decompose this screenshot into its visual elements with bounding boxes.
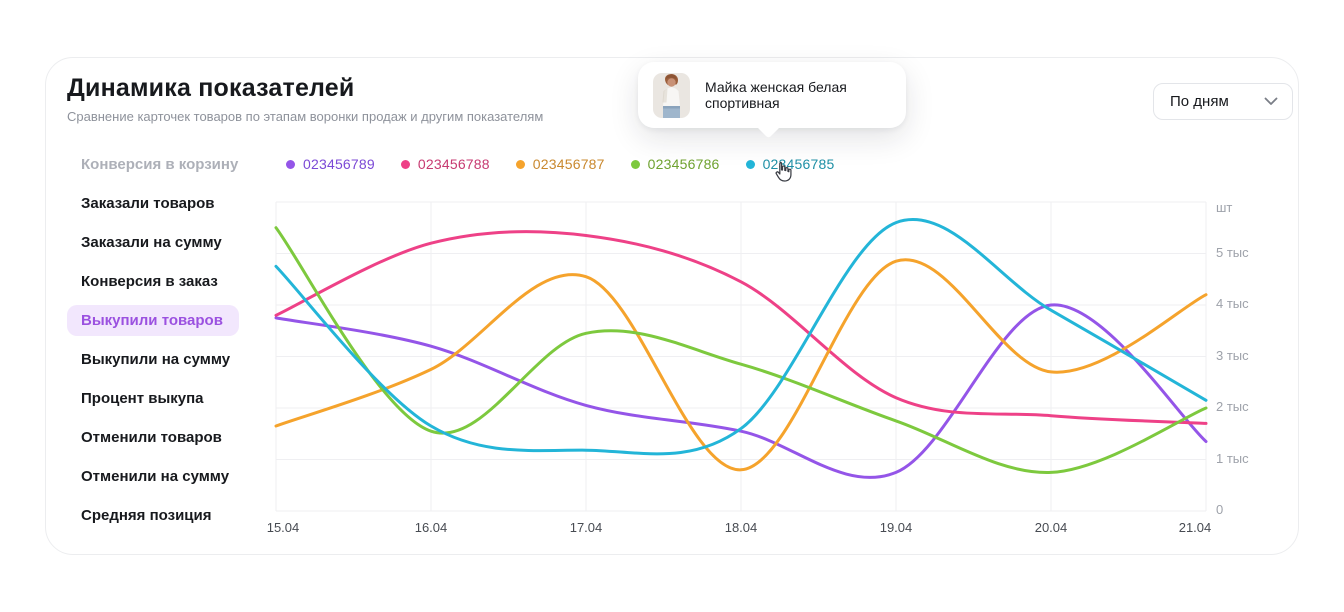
page-subtitle: Сравнение карточек товаров по этапам вор… xyxy=(67,109,544,124)
sidebar-item-buyout-percent[interactable]: Процент выкупа xyxy=(81,390,204,407)
series-dot-icon xyxy=(515,159,525,169)
chart-legend: 023456789 023456788 023456787 023456786 … xyxy=(286,149,834,179)
series-line-023456788 xyxy=(274,230,1208,425)
page-title: Динамика показателей xyxy=(67,74,355,102)
period-dropdown[interactable]: По дням xyxy=(1153,83,1293,120)
x-axis-label: 21.04 xyxy=(1178,520,1212,535)
x-axis-label: 15.04 xyxy=(266,520,300,535)
period-dropdown-value: По дням xyxy=(1170,93,1229,110)
y-axis-label: 2 тыс xyxy=(1216,399,1249,414)
legend-label: 023456786 xyxy=(647,156,720,172)
legend-label: 023456788 xyxy=(417,156,490,172)
chevron-down-icon xyxy=(1264,97,1278,105)
product-photo xyxy=(653,72,690,118)
y-axis-label: шт xyxy=(1216,200,1233,215)
sidebar-item-purchased-amount[interactable]: Выкупили на сумму xyxy=(81,351,231,368)
y-axis-label: 0 xyxy=(1216,502,1224,517)
y-axis-label: 4 тыс xyxy=(1216,296,1249,311)
legend-label: 023456787 xyxy=(532,156,605,172)
sidebar-item-cancelled-amount[interactable]: Отменили на сумму xyxy=(81,468,230,485)
x-axis-label: 19.04 xyxy=(879,520,913,535)
series-dot-icon xyxy=(286,159,295,169)
legend-item-023456785[interactable]: 023456785 xyxy=(745,156,835,172)
sidebar-item-conversion-to-cart[interactable]: Конверсия в корзину xyxy=(81,156,239,173)
x-axis-label: 17.04 xyxy=(569,520,603,535)
legend-item-023456789[interactable]: 023456789 xyxy=(286,156,375,172)
x-axis-label: 20.04 xyxy=(1034,520,1068,535)
sidebar-item-conversion-to-order[interactable]: Конверсия в заказ xyxy=(81,273,218,290)
series-dot-icon xyxy=(400,159,410,169)
legend-item-023456786[interactable]: 023456786 xyxy=(630,156,720,172)
legend-label: 023456789 xyxy=(303,156,375,172)
metric-sidebar: Конверсия в корзину Заказали товаров Зак… xyxy=(67,145,239,535)
sidebar-item-ordered-items[interactable]: Заказали товаров xyxy=(81,195,215,212)
sidebar-item-average-position[interactable]: Средняя позиция xyxy=(81,507,212,524)
series-line-023456786 xyxy=(274,226,1208,474)
x-axis-label: 18.04 xyxy=(724,520,758,535)
legend-label: 023456785 xyxy=(762,156,835,172)
y-axis-label: 3 тыс xyxy=(1216,347,1249,363)
line-chart[interactable] xyxy=(271,196,1211,516)
legend-item-023456787[interactable]: 023456787 xyxy=(515,156,605,172)
y-axis-label: 5 тыс xyxy=(1216,244,1249,260)
legend-item-023456788[interactable]: 023456788 xyxy=(400,156,490,172)
series-line-023456787 xyxy=(274,258,1208,472)
series-line-023456789 xyxy=(274,303,1208,479)
series-dot-icon xyxy=(630,159,640,169)
dynamics-panel: Динамика показателей Сравнение карточек … xyxy=(45,57,1299,555)
series-dot-icon xyxy=(745,159,755,169)
y-axis-label: 1 тыс xyxy=(1216,450,1249,466)
sidebar-item-ordered-amount[interactable]: Заказали на сумму xyxy=(81,234,222,251)
x-axis-label: 16.04 xyxy=(414,520,448,535)
series-line-023456785 xyxy=(274,218,1208,456)
product-name: Майка женская белая спортивная xyxy=(705,79,847,111)
product-tooltip: Майка женская белая спортивная xyxy=(638,62,906,139)
sidebar-item-purchased-items[interactable]: Выкупили товаров xyxy=(67,305,239,336)
sidebar-item-cancelled-items[interactable]: Отменили товаров xyxy=(81,429,222,446)
